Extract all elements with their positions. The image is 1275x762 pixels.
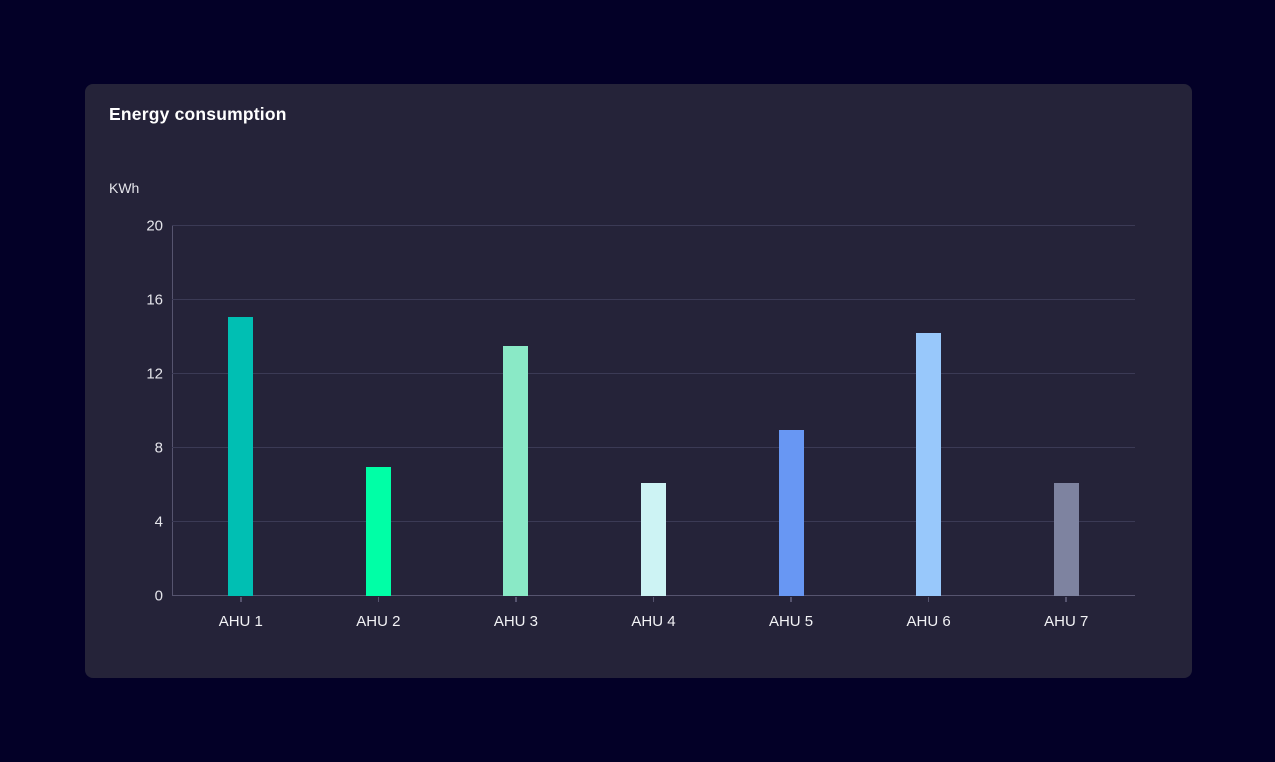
bar-ahu-5[interactable]: [778, 429, 804, 596]
bar-ahu-1[interactable]: [228, 316, 254, 596]
y-tick-label: 12: [146, 365, 163, 383]
x-category-label: AHU 7: [1044, 613, 1089, 630]
x-category-label: AHU 1: [218, 613, 263, 630]
y-axis-unit-label: KWh: [109, 180, 140, 196]
y-axis-tick-labels: 0 4 8 12 16 20: [85, 219, 163, 604]
y-tick-label: 8: [154, 439, 163, 457]
bar-ahu-4[interactable]: [641, 483, 666, 596]
x-axis-tick: [377, 597, 380, 602]
x-category-label: AHU 4: [631, 613, 676, 630]
plot-area: AHU 1 AHU 2 AHU 3 AHU 4 AHU 5 AHU 6 AHU 7: [172, 225, 1135, 630]
gridline: [172, 299, 1135, 300]
gridline: [172, 447, 1135, 448]
x-axis-tick: [1065, 597, 1067, 602]
x-category-label: AHU 5: [768, 613, 814, 630]
y-axis-line: [172, 226, 173, 596]
bar-ahu-2[interactable]: [365, 466, 391, 596]
x-category-label: AHU 3: [493, 613, 539, 630]
bar-ahu-3[interactable]: [503, 346, 529, 596]
y-tick-label: 20: [146, 217, 163, 235]
y-tick-label: 16: [146, 291, 163, 309]
gridline: [172, 373, 1135, 374]
bar-ahu-7[interactable]: [1053, 483, 1079, 596]
x-category-label: AHU 2: [356, 613, 401, 630]
energy-consumption-card: Energy consumption KWh 0 4 8 12 16 20 AHU 1 AH…: [85, 84, 1192, 678]
x-axis-tick: [790, 597, 792, 602]
y-tick-label: 0: [154, 587, 163, 605]
gridline: [172, 225, 1135, 226]
x-axis-tick: [927, 597, 930, 602]
x-axis-tick: [240, 597, 242, 602]
x-axis-tick: [652, 597, 655, 602]
x-category-label: AHU 6: [906, 613, 951, 630]
y-tick-label: 4: [154, 513, 163, 531]
bar-ahu-6[interactable]: [916, 333, 942, 596]
chart-title: Energy consumption: [109, 104, 287, 124]
x-axis-tick: [515, 597, 517, 602]
